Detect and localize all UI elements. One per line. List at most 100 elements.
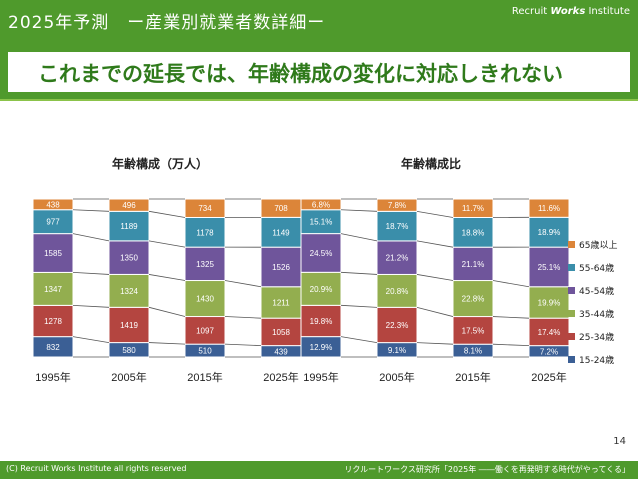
- data-label: 21.2%: [386, 254, 409, 263]
- x-tick-label: 2005年: [111, 370, 146, 384]
- bar-segment: [300, 233, 342, 273]
- connector-line: [72, 272, 110, 275]
- connector-line: [492, 316, 530, 319]
- data-label: 19.9%: [538, 298, 561, 307]
- data-label: 1325: [196, 260, 214, 269]
- copyright-text: (C) Recruit Works Institute all rights r…: [6, 464, 187, 473]
- connector-line: [148, 240, 186, 248]
- bar-segment: [32, 304, 74, 338]
- bar-segment: [32, 233, 74, 273]
- header-divider: [0, 99, 638, 101]
- bar-segment: [376, 306, 418, 344]
- legend-swatch: [568, 333, 575, 340]
- data-label: 1526: [272, 263, 290, 272]
- data-label: 11.7%: [462, 204, 484, 213]
- legend-label: 45-54歳: [579, 285, 614, 297]
- connector-line: [224, 316, 262, 319]
- data-label: 1189: [120, 222, 138, 231]
- headline-text: これまでの延長では、年齢構成の変化に対応しきれない: [38, 62, 563, 86]
- header-bar: 2025年予測 ー産業別就業者数詳細ー Recruit Works Instit…: [0, 0, 638, 101]
- data-label: 439: [274, 347, 288, 356]
- data-label: 9.1%: [388, 346, 406, 355]
- bar-segment: [300, 271, 342, 306]
- data-label: 17.5%: [462, 326, 485, 335]
- data-label: 1324: [120, 287, 138, 296]
- x-tick-label: 1995年: [35, 370, 70, 384]
- bar-segment: [300, 304, 342, 338]
- connector-line: [340, 233, 378, 242]
- bar-segment: [300, 198, 342, 211]
- connector-line: [72, 336, 110, 343]
- data-label: 1178: [196, 228, 214, 237]
- data-label: 496: [122, 201, 136, 210]
- legend-swatch: [568, 264, 575, 271]
- data-label: 21.1%: [462, 260, 485, 269]
- x-tick-label: 2005年: [379, 370, 414, 384]
- data-label: 19.8%: [310, 317, 333, 326]
- connector-line: [416, 342, 454, 345]
- data-label: 7.8%: [388, 201, 406, 210]
- legend-swatch: [568, 356, 575, 363]
- connector-line: [72, 304, 110, 308]
- legend-swatch: [568, 241, 575, 248]
- bar-segment: [108, 240, 150, 275]
- data-label: 832: [46, 343, 60, 352]
- bar-segment: [184, 198, 226, 218]
- bar-segment: [452, 216, 494, 248]
- connector-line: [72, 233, 110, 242]
- legend-swatch: [568, 287, 575, 294]
- data-label: 1347: [44, 285, 62, 294]
- bar-segment: [108, 306, 150, 344]
- data-label: 18.9%: [538, 228, 561, 237]
- data-label: 1350: [120, 254, 138, 263]
- connector-line: [416, 306, 454, 317]
- connector-line: [340, 209, 378, 212]
- data-label: 1430: [196, 295, 214, 304]
- data-label: 20.8%: [386, 287, 409, 296]
- legend-swatch: [568, 310, 575, 317]
- headline-box: これまでの延長では、年齢構成の変化に対応しきれない: [8, 52, 630, 92]
- data-label: 1419: [120, 321, 138, 330]
- data-label: 580: [122, 346, 136, 355]
- data-label: 977: [46, 218, 60, 227]
- data-label: 1058: [272, 328, 290, 337]
- connector-line: [148, 306, 186, 317]
- data-label: 7.2%: [540, 347, 558, 356]
- data-label: 1097: [196, 326, 214, 335]
- legend-label: 15-24歳: [579, 354, 614, 366]
- data-label: 20.9%: [310, 285, 333, 294]
- legend-label: 65歳以上: [579, 239, 617, 251]
- data-label: 510: [198, 347, 212, 356]
- x-tick-label: 1995年: [303, 370, 338, 384]
- connector-line: [492, 343, 530, 347]
- connector-line: [416, 210, 454, 218]
- data-label: 1585: [44, 249, 62, 258]
- data-label: 15.1%: [310, 218, 333, 227]
- legend-label: 25-34歳: [579, 331, 614, 343]
- connector-line: [340, 304, 378, 308]
- bar-segment: [184, 246, 226, 282]
- connector-line: [340, 336, 378, 344]
- connector-line: [224, 280, 262, 288]
- bar-segment: [108, 210, 150, 242]
- x-tick-label: 2025年: [531, 370, 566, 384]
- connector-line: [416, 274, 454, 281]
- connector-line: [416, 240, 454, 248]
- bar-segment: [528, 216, 570, 248]
- bar-segment: [184, 216, 226, 248]
- bar-segment: [108, 273, 150, 308]
- bar-segment: [376, 273, 418, 308]
- x-tick-label: 2015年: [455, 370, 490, 384]
- bar-segment: [528, 198, 570, 218]
- data-label: 734: [198, 204, 212, 213]
- data-label: 22.8%: [462, 295, 485, 304]
- data-label: 25.1%: [538, 263, 561, 272]
- data-label: 18.7%: [386, 222, 409, 231]
- data-label: 18.8%: [462, 228, 485, 237]
- data-label: 17.4%: [538, 328, 561, 337]
- bar-segment: [528, 246, 570, 288]
- connector-line: [72, 209, 110, 212]
- bar-segment: [32, 198, 74, 211]
- slide-title: 2025年予測 ー産業別就業者数詳細ー: [8, 13, 326, 33]
